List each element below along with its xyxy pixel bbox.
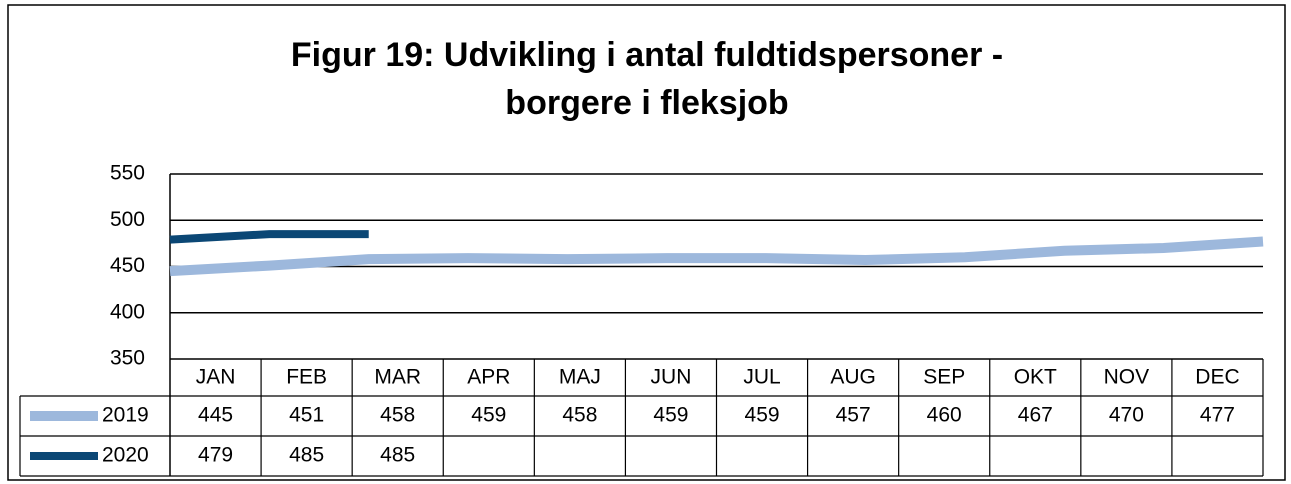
y-tick-label: 500 [110,208,145,231]
x-tick-label: AUG [830,366,876,389]
y-tick-label: 350 [110,347,145,370]
table-value: 459 [471,404,506,427]
x-tick-label: JUL [743,366,780,389]
x-tick-label: MAR [374,366,421,389]
y-tick-label: 550 [110,162,145,185]
table-value: 485 [380,444,415,467]
table-value: 460 [927,404,962,427]
legend-label: 2020 [102,444,149,467]
table-value: 459 [653,404,688,427]
x-tick-label: FEB [286,366,327,389]
x-tick-label: DEC [1195,366,1239,389]
table-value: 459 [745,404,780,427]
chart-title: borgere i fleksjob [505,84,788,122]
table-value: 458 [562,404,597,427]
table-value: 451 [289,404,324,427]
table-value: 470 [1109,404,1144,427]
table-value: 477 [1200,404,1235,427]
table-value: 458 [380,404,415,427]
x-tick-label: NOV [1104,366,1150,389]
table-value: 479 [198,444,233,467]
series-line [169,230,369,244]
chart-frame [7,4,1286,481]
x-tick-label: SEP [923,366,965,389]
x-tick-label: JAN [196,366,236,389]
y-tick-label: 400 [110,300,145,323]
table-value: 485 [289,444,324,467]
table-value: 445 [198,404,233,427]
table-value: 457 [836,404,871,427]
chart-title: Figur 19: Udvikling i antal fuldtidspers… [291,36,1003,74]
x-tick-label: OKT [1014,366,1057,389]
x-tick-label: MAJ [559,366,601,389]
y-tick-label: 450 [110,254,145,277]
series-line [169,236,1264,277]
legend-label: 2019 [102,404,149,427]
x-tick-label: JUN [651,366,692,389]
table-value: 467 [1018,404,1053,427]
x-tick-label: APR [467,366,510,389]
